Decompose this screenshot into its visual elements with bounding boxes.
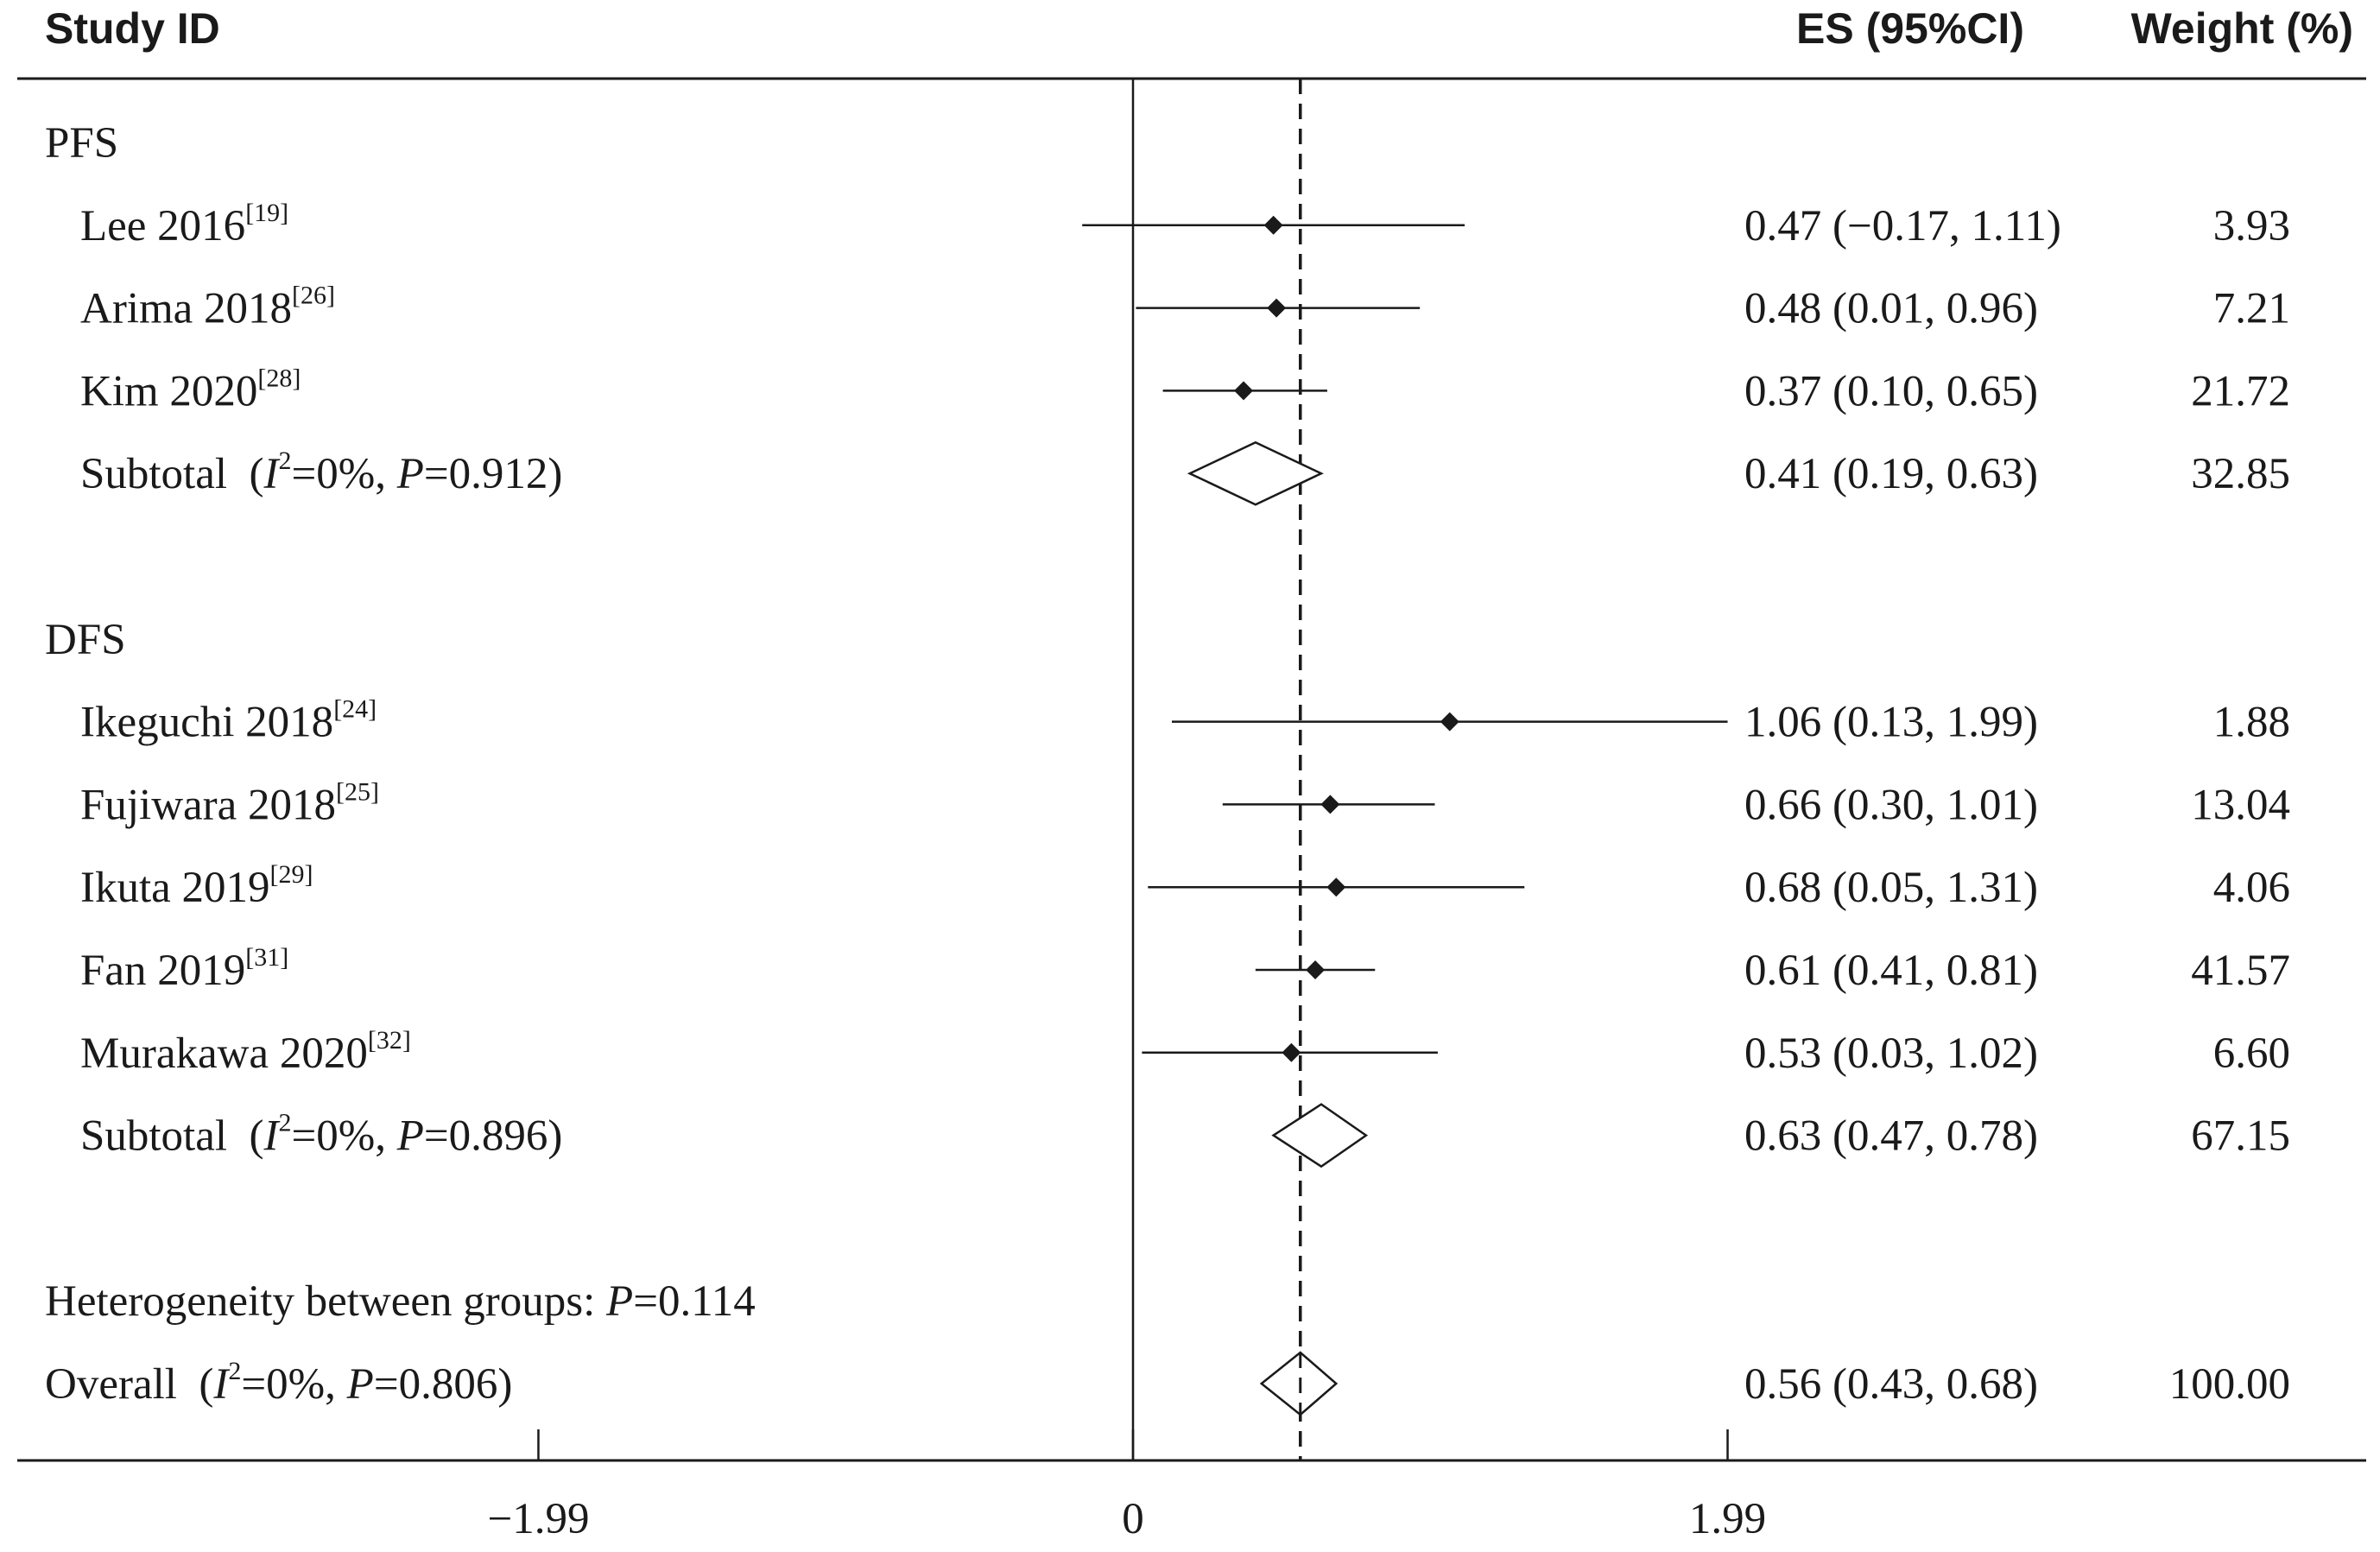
summary-es-ci: 0.63 (0.47, 0.78) bbox=[1744, 1112, 2038, 1161]
study-weight: 6.60 bbox=[2213, 1029, 2290, 1078]
summary-name: Overall ( bbox=[45, 1360, 213, 1409]
i-squared-exponent: 2 bbox=[228, 1357, 241, 1385]
study-name: Fujiwara 2018 bbox=[80, 781, 336, 829]
i-squared-exponent: 2 bbox=[278, 447, 291, 475]
study-point-diamond bbox=[1267, 298, 1287, 318]
study-reference: [24] bbox=[333, 695, 377, 724]
summary-name: Subtotal ( bbox=[80, 1112, 264, 1161]
study-label: Lee 2016[19] bbox=[80, 199, 288, 250]
study-point-diamond bbox=[1320, 795, 1340, 814]
i-squared-symbol: I bbox=[212, 1360, 230, 1409]
study-label: Murakawa 2020[32] bbox=[80, 1026, 411, 1078]
group-label: PFS bbox=[45, 119, 118, 168]
study-es-ci: 0.61 (0.41, 0.81) bbox=[1744, 947, 2038, 995]
study-reference: [25] bbox=[336, 777, 379, 806]
summary-weight: 100.00 bbox=[2169, 1360, 2290, 1409]
x-tick-label: 1.99 bbox=[1689, 1495, 1766, 1543]
group-label: DFS bbox=[45, 616, 126, 664]
x-tick-label: −1.99 bbox=[487, 1495, 589, 1543]
study-weight: 3.93 bbox=[2213, 202, 2290, 250]
heterogeneity-label: Heterogeneity between groups: P=0.114 bbox=[45, 1277, 756, 1326]
study-es-ci: 1.06 (0.13, 1.99) bbox=[1744, 699, 2038, 747]
study-weight: 4.06 bbox=[2213, 864, 2290, 912]
subtotal-label: Subtotal (I2=0%, P=0.896) bbox=[80, 1109, 562, 1161]
study-reference: [28] bbox=[257, 364, 301, 392]
study-point-diamond bbox=[1326, 877, 1346, 897]
study-weight: 13.04 bbox=[2191, 781, 2290, 829]
es-header: ES (95%CI) bbox=[1796, 4, 2024, 53]
study-label: Fujiwara 2018[25] bbox=[80, 777, 379, 829]
i-squared-value: =0%, bbox=[291, 1112, 396, 1161]
summary-es-ci: 0.56 (0.43, 0.68) bbox=[1744, 1360, 2038, 1409]
x-tick-label: 0 bbox=[1122, 1495, 1144, 1543]
p-value: =0.912) bbox=[424, 450, 563, 498]
study-name: Ikuta 2019 bbox=[80, 864, 270, 912]
p-value: =0.114 bbox=[633, 1277, 756, 1326]
study-name: Lee 2016 bbox=[80, 202, 245, 250]
i-squared-value: =0%, bbox=[291, 450, 396, 498]
study-label: Fan 2019[31] bbox=[80, 943, 288, 995]
heterogeneity-text: Heterogeneity between groups: bbox=[45, 1277, 606, 1326]
study-label: Ikuta 2019[29] bbox=[80, 860, 313, 912]
study-point-diamond bbox=[1263, 215, 1283, 235]
study-es-ci: 0.48 (0.01, 0.96) bbox=[1744, 285, 2038, 333]
study-label: Ikeguchi 2018[24] bbox=[80, 695, 377, 747]
study-es-ci: 0.47 (−0.17, 1.11) bbox=[1744, 202, 2061, 250]
p-symbol: P bbox=[396, 450, 424, 498]
study-name: Kim 2020 bbox=[80, 367, 257, 415]
i-squared-symbol: I bbox=[263, 450, 281, 498]
study-es-ci: 0.66 (0.30, 1.01) bbox=[1744, 781, 2038, 829]
study-weight: 41.57 bbox=[2191, 947, 2290, 995]
i-squared-exponent: 2 bbox=[278, 1109, 291, 1137]
summary-weight: 67.15 bbox=[2191, 1112, 2290, 1161]
p-symbol: P bbox=[396, 1112, 424, 1161]
study-reference: [29] bbox=[270, 860, 313, 889]
p-value: =0.806) bbox=[374, 1360, 513, 1409]
summary-es-ci: 0.41 (0.19, 0.63) bbox=[1744, 450, 2038, 498]
study-es-ci: 0.53 (0.03, 1.02) bbox=[1744, 1029, 2038, 1078]
study-point-diamond bbox=[1282, 1042, 1301, 1062]
study-label: Arima 2018[26] bbox=[80, 282, 335, 333]
study-reference: [32] bbox=[368, 1026, 411, 1055]
study-id-header: Study ID bbox=[45, 4, 220, 53]
subtotal-label: Subtotal (I2=0%, P=0.912) bbox=[80, 447, 562, 498]
study-weight: 7.21 bbox=[2213, 285, 2290, 333]
study-point-diamond bbox=[1306, 960, 1326, 979]
subtotal-diamond bbox=[1187, 440, 1324, 506]
i-squared-symbol: I bbox=[263, 1112, 281, 1161]
study-name: Ikeguchi 2018 bbox=[80, 699, 333, 747]
study-reference: [31] bbox=[245, 943, 288, 972]
p-value: =0.896) bbox=[424, 1112, 563, 1161]
summary-weight: 32.85 bbox=[2191, 450, 2290, 498]
study-point-diamond bbox=[1440, 712, 1459, 732]
overall-label: Overall (I2=0%, P=0.806) bbox=[45, 1357, 512, 1409]
study-reference: [19] bbox=[245, 199, 288, 227]
p-symbol: P bbox=[346, 1360, 374, 1409]
study-point-diamond bbox=[1234, 381, 1254, 401]
study-weight: 1.88 bbox=[2213, 699, 2290, 747]
subtotal-diamond bbox=[1271, 1103, 1369, 1169]
overall-diamond bbox=[1259, 1351, 1339, 1416]
summary-name: Subtotal ( bbox=[80, 450, 264, 498]
study-weight: 21.72 bbox=[2191, 367, 2290, 415]
study-label: Kim 2020[28] bbox=[80, 364, 301, 415]
study-name: Arima 2018 bbox=[80, 285, 292, 333]
study-es-ci: 0.37 (0.10, 0.65) bbox=[1744, 367, 2038, 415]
study-name: Murakawa 2020 bbox=[80, 1029, 368, 1078]
i-squared-value: =0%, bbox=[241, 1360, 346, 1409]
p-symbol: P bbox=[605, 1277, 633, 1326]
study-es-ci: 0.68 (0.05, 1.31) bbox=[1744, 864, 2038, 912]
weight-header: Weight (%) bbox=[2131, 4, 2353, 53]
study-name: Fan 2019 bbox=[80, 947, 245, 995]
study-reference: [26] bbox=[292, 282, 335, 310]
